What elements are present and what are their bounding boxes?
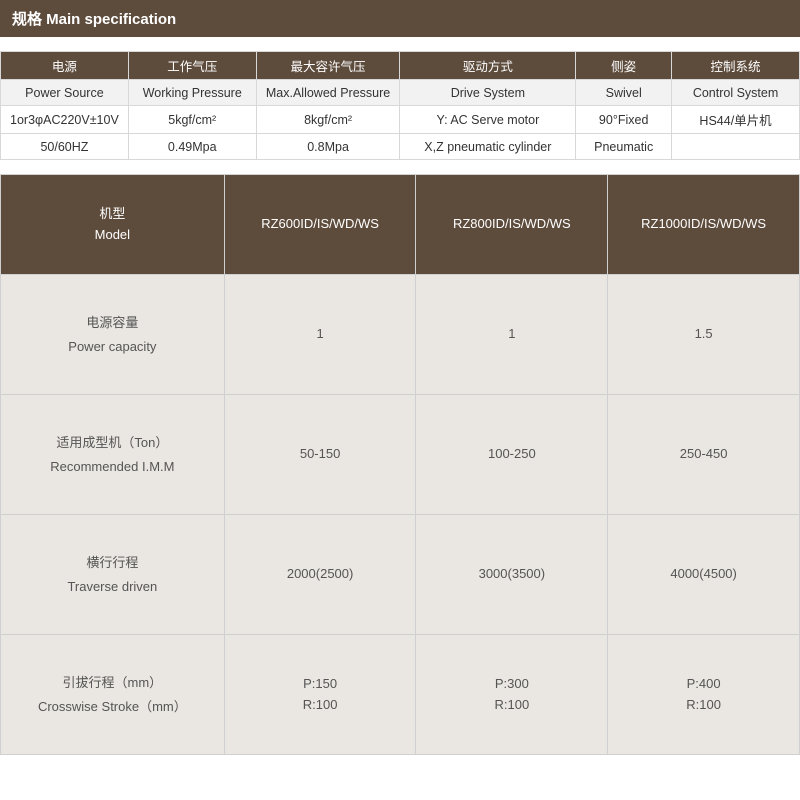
model-cell: 250-450 (608, 395, 800, 515)
model-cell: 50-150 (224, 395, 416, 515)
spec-header-cn: 工作气压 (128, 52, 256, 80)
model-row-label: 适用成型机（Ton）Recommended I.M.M (1, 395, 225, 515)
model-cell: P:400R:100 (608, 635, 800, 755)
model-row-label: 引拔行程（mm）Crosswise Stroke（mm） (1, 635, 225, 755)
model-cell: 3000(3500) (416, 515, 608, 635)
spec-header-cn: 驱动方式 (400, 52, 576, 80)
spec-header-en: Swivel (576, 80, 672, 106)
model-header: RZ800ID/IS/WD/WS (416, 175, 608, 275)
spec-cell: X,Z pneumatic cylinder (400, 134, 576, 160)
spec-cell: 50/60HZ (1, 134, 129, 160)
spec-header-en: Control System (672, 80, 800, 106)
spec-header-en: Power Source (1, 80, 129, 106)
model-cell: 1 (224, 275, 416, 395)
model-cell: 1.5 (608, 275, 800, 395)
spec-cell: 5kgf/cm² (128, 106, 256, 134)
spec-header-en: Working Pressure (128, 80, 256, 106)
model-row-label: 横行行程Traverse driven (1, 515, 225, 635)
model-table: 机型ModelRZ600ID/IS/WD/WSRZ800ID/IS/WD/WSR… (0, 174, 800, 755)
model-cell: P:150R:100 (224, 635, 416, 755)
spec-cell: 8kgf/cm² (256, 106, 400, 134)
spec-header-cn: 侧姿 (576, 52, 672, 80)
model-cell: 4000(4500) (608, 515, 800, 635)
spec-cell: Pneumatic (576, 134, 672, 160)
spec-cell: 0.49Mpa (128, 134, 256, 160)
model-row-label: 电源容量Power capacity (1, 275, 225, 395)
spec-header-cn: 电源 (1, 52, 129, 80)
spec-cell: HS44/单片机 (672, 106, 800, 134)
spec-header-cn: 最大容许气压 (256, 52, 400, 80)
spec-header-cn: 控制系统 (672, 52, 800, 80)
spec-cell: 90°Fixed (576, 106, 672, 134)
model-cell: P:300R:100 (416, 635, 608, 755)
spec-cell: Y: AC Serve motor (400, 106, 576, 134)
spec-cell: 1or3φAC220V±10V (1, 106, 129, 134)
spec-cell: 0.8Mpa (256, 134, 400, 160)
model-header: RZ1000ID/IS/WD/WS (608, 175, 800, 275)
spec-cell (672, 134, 800, 160)
model-cell: 2000(2500) (224, 515, 416, 635)
spec-header-en: Drive System (400, 80, 576, 106)
model-cell: 1 (416, 275, 608, 395)
spec-header-en: Max.Allowed Pressure (256, 80, 400, 106)
model-header: RZ600ID/IS/WD/WS (224, 175, 416, 275)
model-corner: 机型Model (1, 175, 225, 275)
model-cell: 100-250 (416, 395, 608, 515)
page-title: 规格 Main specification (0, 0, 800, 37)
spec-table: 电源工作气压最大容许气压驱动方式侧姿控制系统 Power SourceWorki… (0, 51, 800, 160)
